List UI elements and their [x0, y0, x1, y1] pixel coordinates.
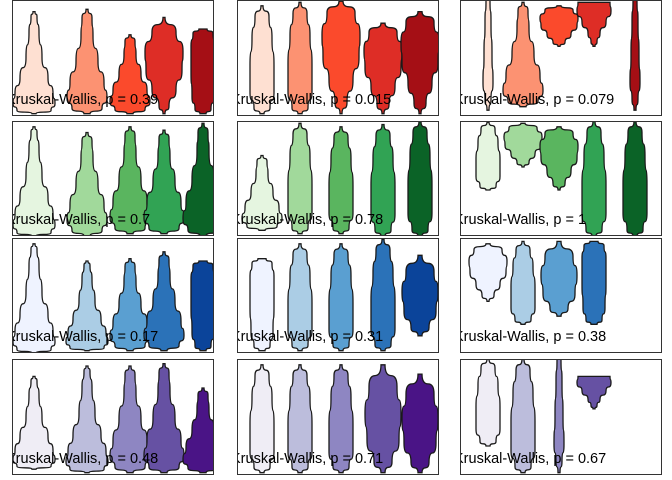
- violin-shape: [109, 34, 151, 115]
- violin-shape: [12, 243, 56, 353]
- kruskal-wallis-annotation: Kruskal-Wallis, p = 0.78: [231, 212, 383, 228]
- violin-shape: [287, 364, 313, 474]
- violin-shape: [144, 16, 184, 115]
- kruskal-wallis-annotation: Kruskal-Wallis, p = 0.39: [6, 92, 158, 108]
- violin-shape: [502, 1, 544, 108]
- kruskal-wallis-annotation: Kruskal-Wallis, p = 0.67: [454, 451, 606, 467]
- violin-shape: [539, 126, 579, 191]
- violin-shape: [190, 260, 214, 352]
- panel-border: [12, 0, 214, 116]
- violin-panel-r2-c2: Kruskal-Wallis, p = 0.78: [231, 121, 439, 236]
- violin-panel-r4-c3: Kruskal-Wallis, p = 0.67: [454, 359, 662, 475]
- violin-shape: [249, 5, 275, 115]
- violin-panel-r1-c3: Kruskal-Wallis, p = 0.079: [454, 0, 662, 116]
- kruskal-wallis-annotation: Kruskal-Wallis, p = 1: [454, 212, 586, 228]
- panel-border: [460, 359, 662, 475]
- violin-panel-r1-c1: Kruskal-Wallis, p = 0.39: [6, 0, 214, 116]
- violin-shape: [370, 238, 396, 352]
- violin-shape: [12, 375, 56, 470]
- violin-shape: [328, 243, 354, 352]
- violin-shape: [12, 126, 56, 236]
- panel-border: [237, 359, 439, 475]
- violin-shape: [143, 129, 185, 235]
- violin-panel-r3-c3: Kruskal-Wallis, p = 0.38: [454, 238, 662, 353]
- kruskal-wallis-annotation: Kruskal-Wallis, p = 0.17: [6, 329, 158, 345]
- violin-shape: [540, 240, 578, 317]
- kruskal-wallis-annotation: Kruskal-Wallis, p = 0.015: [231, 92, 391, 108]
- panel-border: [237, 238, 439, 353]
- panel-border: [460, 238, 662, 353]
- violin-shape: [475, 121, 501, 191]
- violin-shape: [321, 0, 361, 115]
- violin-shape: [364, 364, 402, 474]
- kruskal-wallis-annotation: Kruskal-Wallis, p = 0.71: [231, 451, 383, 467]
- violin-shape: [65, 365, 109, 474]
- violin-panel-r1-c2: Kruskal-Wallis, p = 0.015: [231, 0, 439, 116]
- violin-shape: [190, 28, 214, 115]
- violin-shape: [66, 131, 108, 236]
- violin-shape: [287, 122, 313, 235]
- violin-shape: [109, 365, 151, 474]
- violin-panel-r4-c1: Kruskal-Wallis, p = 0.48: [6, 359, 214, 475]
- violin-shape: [407, 121, 433, 236]
- violin-shape: [370, 123, 396, 236]
- kruskal-wallis-annotation: Kruskal-Wallis, p = 0.7: [6, 212, 150, 228]
- violin-shape: [143, 251, 185, 352]
- violin-shape: [482, 0, 494, 111]
- violin-shape: [503, 122, 543, 168]
- violin-shape: [401, 373, 439, 474]
- violin-shape: [401, 254, 439, 337]
- violin-shape: [328, 126, 354, 235]
- violin-shape: [241, 154, 283, 231]
- violin-shape: [581, 240, 607, 325]
- violin-shape: [66, 8, 108, 115]
- panel-border: [12, 359, 214, 475]
- violin-shape: [287, 1, 313, 115]
- violin-shape: [581, 121, 607, 236]
- violin-shape: [12, 10, 56, 115]
- violin-shape: [576, 1, 612, 48]
- violin-shape: [468, 243, 508, 302]
- violin-shape: [109, 126, 151, 235]
- violin-shape: [65, 260, 109, 352]
- violin-shape: [553, 359, 565, 474]
- panel-border: [12, 238, 214, 353]
- kruskal-wallis-annotation: Kruskal-Wallis, p = 0.38: [454, 329, 606, 345]
- violin-panel-r2-c1: Kruskal-Wallis, p = 0.7: [6, 121, 214, 236]
- kruskal-wallis-annotation: Kruskal-Wallis, p = 0.31: [231, 329, 383, 345]
- violin-shape: [510, 359, 536, 474]
- violin-shape: [400, 10, 439, 115]
- violin-shape: [629, 0, 641, 111]
- panel-border: [12, 121, 214, 236]
- violin-panel-r3-c2: Kruskal-Wallis, p = 0.31: [231, 238, 439, 353]
- panel-border: [460, 121, 662, 236]
- violin-shape: [143, 362, 185, 474]
- violin-panel-r3-c1: Kruskal-Wallis, p = 0.17: [6, 238, 214, 353]
- violin-panel-r2-c3: Kruskal-Wallis, p = 1: [454, 121, 662, 236]
- violin-panel-r4-c2: Kruskal-Wallis, p = 0.71: [231, 359, 439, 475]
- panel-border: [237, 0, 439, 116]
- panel-border: [237, 121, 439, 236]
- violin-shape: [576, 375, 612, 410]
- violin-shape: [287, 243, 313, 352]
- kruskal-wallis-annotation: Kruskal-Wallis, p = 0.48: [6, 451, 158, 467]
- violin-shape: [249, 364, 275, 474]
- kruskal-wallis-annotation: Kruskal-Wallis, p = 0.079: [454, 92, 614, 108]
- violin-shape: [475, 359, 501, 447]
- violin-shape: [328, 364, 354, 474]
- violin-shape: [539, 5, 579, 48]
- violin-shape: [622, 121, 648, 236]
- violin-shape: [182, 387, 214, 474]
- violin-shape: [249, 258, 275, 352]
- violin-shape: [510, 240, 536, 325]
- violin-shape: [182, 122, 214, 236]
- panel-border: [460, 0, 662, 116]
- violin-shape: [109, 258, 151, 352]
